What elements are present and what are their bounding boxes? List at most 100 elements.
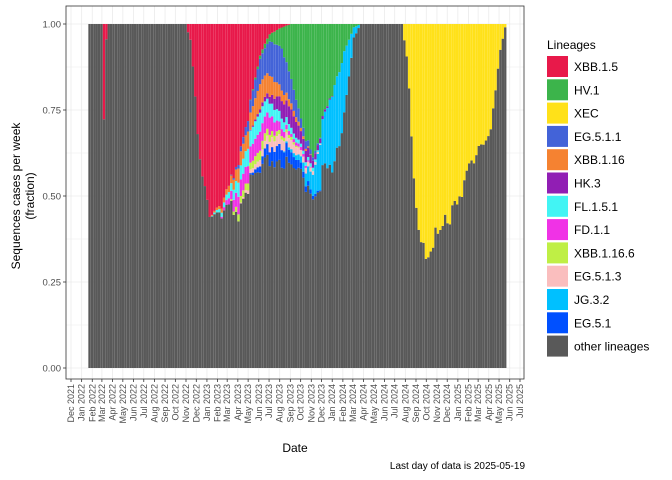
segment-eg-5-1 <box>261 156 264 164</box>
segment-other-lineages <box>477 145 480 368</box>
segment-eg-5-1-1 <box>230 174 233 176</box>
segment-xbb-1-5 <box>213 24 216 211</box>
segment-eg-5-1 <box>280 150 283 168</box>
segment-hk-3 <box>314 153 317 160</box>
segment-hk-3 <box>273 98 276 110</box>
segment-xbb-1-5 <box>251 24 255 90</box>
week-bar <box>191 24 195 368</box>
legend-swatch <box>547 242 568 264</box>
segment-hv-1 <box>261 49 264 54</box>
segment-other-lineages <box>177 24 180 368</box>
segment-other-lineages <box>109 24 113 368</box>
segment-other-lineages <box>400 24 404 368</box>
segment-eg-5-1-3 <box>270 137 274 148</box>
segment-xbb-1-5 <box>237 24 240 166</box>
segment-xbb-1-16 <box>220 208 223 213</box>
x-tick-label: Aug 2024 <box>400 384 410 423</box>
segment-eg-5-1 <box>258 166 262 173</box>
segment-eg-5-1 <box>304 186 307 192</box>
week-bar <box>189 24 192 369</box>
legend-swatch <box>547 172 568 194</box>
segment-eg-5-1-3 <box>319 144 322 145</box>
segment-other-lineages <box>290 164 293 368</box>
segment-fd-1-1 <box>230 190 233 200</box>
segment-fl-1-5-1 <box>266 98 269 113</box>
segment-xec <box>494 24 497 91</box>
week-bar <box>340 24 344 368</box>
segment-eg-5-1-1 <box>249 100 252 113</box>
segment-xbb-1-16-6 <box>258 150 262 161</box>
week-bar <box>263 24 267 368</box>
segment-xbb-1-16 <box>242 143 245 159</box>
segment-xbb-1-16-6 <box>266 128 269 136</box>
segment-xec <box>443 24 447 215</box>
segment-eg-5-1-3 <box>249 169 252 174</box>
segment-xbb-1-5 <box>186 24 190 33</box>
segment-other-lineages <box>381 24 384 368</box>
week-bar <box>203 24 207 368</box>
week-bar <box>381 24 384 368</box>
segment-other-lineages <box>189 39 192 369</box>
segment-xec <box>417 24 420 230</box>
segment-other-lineages <box>321 165 324 368</box>
segment-eg-5-1-3 <box>309 167 312 172</box>
segment-hk-3 <box>251 125 255 127</box>
week-bar <box>331 24 334 368</box>
week-bar <box>412 24 416 368</box>
segment-fd-1-1 <box>297 143 300 147</box>
segment-jg-3-2 <box>282 151 286 153</box>
week-bar <box>407 24 411 368</box>
segment-eg-5-1 <box>275 146 279 162</box>
segment-eg-5-1-3 <box>273 141 276 152</box>
segment-hv-1 <box>266 38 269 45</box>
segment-hv-1 <box>326 24 329 107</box>
segment-xbb-1-16-6 <box>237 214 240 222</box>
segment-other-lineages <box>441 225 444 368</box>
segment-hk-3 <box>263 96 267 102</box>
segment-fd-1-1 <box>299 146 303 150</box>
segment-hk-3 <box>304 150 307 163</box>
segment-xec <box>480 24 483 145</box>
segment-other-lineages <box>371 24 375 368</box>
week-bar <box>172 24 175 368</box>
x-tick-label: Mar 2024 <box>348 384 358 422</box>
segment-jg-3-2 <box>345 45 348 95</box>
segment-hv-1 <box>275 30 279 45</box>
segment-other-lineages <box>174 24 178 368</box>
week-bar <box>359 24 363 368</box>
segment-hk-3 <box>266 93 269 99</box>
segment-other-lineages <box>256 172 259 368</box>
legend-title: Lineages <box>547 38 596 52</box>
x-tick-label: Jun 2024 <box>379 384 389 421</box>
segment-hv-1 <box>292 24 295 90</box>
week-bar <box>90 24 94 368</box>
segment-fl-1-5-1 <box>237 182 240 197</box>
segment-other-lineages <box>403 40 406 368</box>
segment-other-lineages <box>146 24 149 368</box>
week-bar <box>388 24 392 368</box>
week-bar <box>170 24 173 368</box>
segment-eg-5-1-1 <box>268 41 271 76</box>
segment-hv-1 <box>352 24 356 28</box>
week-bar <box>472 24 476 368</box>
segment-eg-5-1-1 <box>232 178 235 180</box>
x-tick-label: Jan 2024 <box>327 384 337 421</box>
segment-hk-3 <box>280 101 283 119</box>
segment-eg-5-1-3 <box>295 147 298 156</box>
week-bar <box>379 24 382 368</box>
segment-jg-3-2 <box>299 156 303 163</box>
segment-eg-5-1 <box>249 173 252 175</box>
week-bar <box>386 24 389 368</box>
legend-item: EG.5.1.3 <box>547 265 622 287</box>
segment-fd-1-1 <box>304 165 307 168</box>
segment-xbb-1-5 <box>227 24 231 186</box>
segment-other-lineages <box>415 207 418 368</box>
segment-other-lineages <box>292 168 295 368</box>
y-axis-ticks: 0.00 0.25 0.50 0.75 1.00 <box>43 20 66 375</box>
week-bar <box>311 24 315 368</box>
segment-hk-3 <box>311 160 315 168</box>
week-bar <box>492 24 495 369</box>
segment-hv-1 <box>258 55 262 59</box>
segment-xbb-1-16-6 <box>230 199 233 201</box>
panel-frame <box>65 5 525 380</box>
